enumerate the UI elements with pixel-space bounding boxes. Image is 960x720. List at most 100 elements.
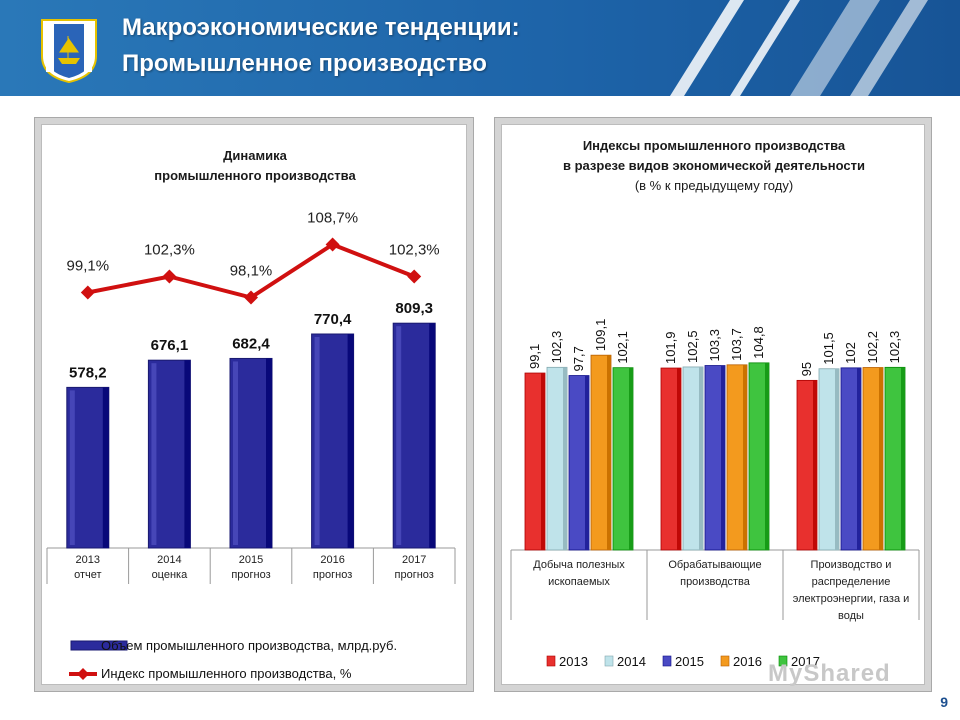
slide-title: Макроэкономические тенденции: Промышленн…: [122, 10, 520, 82]
slide-title-line2: Промышленное производство: [122, 50, 487, 77]
index-point: [162, 269, 177, 284]
x-tick-label: 2017: [402, 554, 426, 566]
index-point: [80, 285, 95, 300]
left-chart-title: Динамика промышленного производства: [35, 146, 475, 186]
x-tick-label: прогноз: [395, 569, 434, 581]
volume-bar-label: 809,3: [395, 300, 433, 317]
bar-value-label: 104,8: [751, 326, 766, 359]
bar-value-label: 101,5: [821, 332, 836, 365]
bar-2015: [704, 365, 726, 551]
bar-value-label: 103,3: [707, 329, 722, 362]
bar-2017: [748, 362, 770, 551]
category-label: Добыча полезных: [533, 559, 625, 571]
legend-label-index: Индекс промышленного производства, %: [101, 666, 352, 681]
bar-value-label: 101,9: [663, 331, 678, 364]
right-chart-title-line1: Индексы промышленного производства: [582, 138, 846, 153]
volume-bar: [66, 386, 110, 549]
category-label: электроэнергии, газа и: [793, 593, 910, 605]
category-label: ископаемых: [548, 576, 610, 588]
legend-swatch-2013: [546, 655, 556, 667]
x-tick-label: 2016: [320, 554, 344, 566]
legend-swatch-2016: [720, 655, 730, 667]
volume-bar-label: 682,4: [232, 335, 270, 352]
bar-2013: [796, 379, 818, 551]
bar-value-label: 102,1: [615, 331, 630, 364]
bar-value-label: 102: [843, 342, 858, 364]
volume-bar-label: 578,2: [69, 364, 107, 381]
bar-2015: [568, 375, 590, 551]
left-chart: 578,2 2013 отчет 676,1 2014 оценка 682,4 2015 пр…: [46, 210, 456, 681]
watermark: MyShared: [768, 660, 891, 687]
legend-swatch-2014: [604, 655, 614, 667]
index-point-label: 102,3%: [144, 242, 195, 259]
bar-2016: [726, 364, 748, 551]
index-point: [325, 237, 340, 252]
index-point: [407, 269, 422, 284]
legend-label-2016: 2016: [733, 654, 762, 669]
x-tick-label: отчет: [74, 569, 101, 581]
x-tick-label: оценка: [152, 569, 189, 581]
bar-2013: [524, 372, 546, 551]
legend-label-volume: Объем промышленного производства, млрд.р…: [101, 638, 397, 653]
header-banner: Макроэкономические тенденции: Промышленн…: [0, 0, 960, 96]
volume-bar-label: 676,1: [151, 337, 189, 354]
x-tick-label: прогноз: [231, 569, 270, 581]
category-label: Обрабатывающие: [668, 559, 761, 571]
bar-value-label: 102,3: [887, 331, 902, 364]
bar-value-label: 102,5: [685, 330, 700, 363]
bar-value-label: 99,1: [527, 344, 542, 369]
category-label: производства: [680, 576, 751, 588]
category-label: распределение: [812, 576, 891, 588]
x-tick-label: 2015: [239, 554, 263, 566]
bar-value-label: 103,7: [729, 328, 744, 361]
right-chart-title-line2: в разрезе видов экономической деятельнос…: [562, 158, 865, 173]
bar-2017: [612, 367, 634, 551]
bar-value-label: 97,7: [571, 346, 586, 371]
bar-2016: [862, 367, 884, 551]
volume-bar-label: 770,4: [314, 311, 352, 328]
category-label: Производство и: [811, 559, 892, 571]
coat-of-arms-icon: [41, 19, 97, 84]
legend-swatch-2015: [662, 655, 672, 667]
volume-bar: [311, 333, 355, 549]
bar-2014: [682, 366, 704, 551]
legend-label-2014: 2014: [617, 654, 646, 669]
legend-marker-index: [77, 668, 89, 680]
legend-label-2013: 2013: [559, 654, 588, 669]
bar-value-label: 102,3: [549, 331, 564, 364]
index-point-label: 99,1%: [67, 258, 110, 275]
bar-2014: [818, 368, 840, 551]
right-chart-subtitle: (в % к предыдущему году): [634, 178, 794, 193]
bar-value-label: 109,1: [593, 319, 608, 352]
legend-swatch-volume: [70, 640, 128, 651]
slide-title-line1: Макроэкономические тенденции:: [122, 14, 520, 41]
left-chart-title-line1: Динамика: [223, 148, 287, 163]
right-chart: 99,1 102,3 97,7 109,1 102,1 Добыча полезных ис…: [510, 319, 920, 669]
header-stripe: [730, 0, 800, 96]
volume-bar: [229, 357, 273, 549]
x-tick-label: 2013: [76, 554, 100, 566]
left-chart-title-line2: промышленного производства: [154, 168, 356, 183]
volume-bar: [392, 322, 436, 549]
right-chart-title: Индексы промышленного производства в раз…: [495, 136, 933, 196]
bar-2014: [546, 366, 568, 551]
legend-label-2017: 2017: [791, 654, 820, 669]
bar-2013: [660, 367, 682, 551]
index-point-label: 108,7%: [307, 210, 358, 227]
bar-2016: [590, 354, 612, 551]
volume-bar: [147, 359, 191, 549]
page-number: 9: [940, 694, 948, 710]
bar-2017: [884, 366, 906, 551]
bar-2015: [840, 367, 862, 551]
bar-value-label: 95: [799, 362, 814, 376]
index-point: [244, 290, 258, 305]
legend-label-2015: 2015: [675, 654, 704, 669]
index-point-label: 98,1%: [230, 263, 273, 280]
category-label: воды: [838, 610, 864, 622]
bar-value-label: 102,2: [865, 331, 880, 364]
x-tick-label: 2014: [157, 554, 181, 566]
x-tick-label: прогноз: [313, 569, 352, 581]
left-chart-panel: Динамика промышленного производства 578,…: [34, 117, 474, 692]
header-stripe: [670, 0, 744, 96]
legend-swatch-2017: [778, 655, 788, 667]
